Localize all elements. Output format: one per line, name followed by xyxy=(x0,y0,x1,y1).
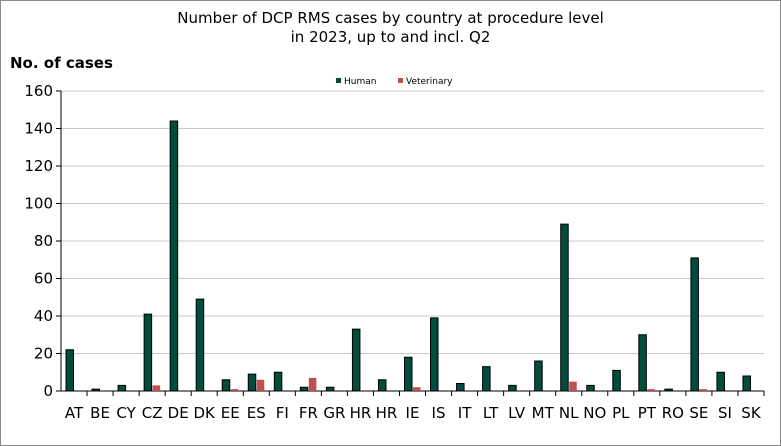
legend-label-veterinary: Veterinary xyxy=(406,77,453,87)
x-tick-label: HR xyxy=(376,404,398,422)
bar-human xyxy=(716,371,725,392)
x-tick-label: EE xyxy=(221,404,240,422)
bar-veterinary xyxy=(230,389,239,391)
x-tick-label: DK xyxy=(194,404,217,422)
x-tick-label: DE xyxy=(168,404,189,422)
bar-human xyxy=(247,373,257,392)
legend-swatch-veterinary xyxy=(398,78,403,83)
bar-human xyxy=(65,349,75,392)
bar-human xyxy=(664,388,673,392)
bar-human xyxy=(742,375,751,392)
bar-human xyxy=(351,328,361,392)
bar-human xyxy=(91,388,101,392)
bar-human xyxy=(508,384,517,392)
bar-human xyxy=(325,386,335,392)
bar-human xyxy=(638,334,647,392)
bar-veterinary xyxy=(256,379,265,391)
x-tick-label: NL xyxy=(559,404,579,422)
bar-human xyxy=(612,369,621,392)
y-axis-label: No. of cases xyxy=(10,54,113,72)
bar-human xyxy=(221,379,231,392)
bar-veterinary xyxy=(699,389,707,391)
x-tick-label: ES xyxy=(247,404,266,422)
x-tick-label: MT xyxy=(532,404,555,422)
x-tick-label: BE xyxy=(90,404,110,422)
bar-human xyxy=(404,356,413,392)
chart-title-line1: Number of DCP RMS cases by country at pr… xyxy=(177,9,604,27)
legend-swatch-human xyxy=(336,78,341,83)
y-tick-label: 80 xyxy=(34,232,53,250)
bar-human xyxy=(299,386,309,392)
x-tick-label: LT xyxy=(483,404,499,422)
x-tick-label: PT xyxy=(638,404,657,422)
x-tick-label: SI xyxy=(718,404,732,422)
bar-veterinary xyxy=(152,385,161,391)
y-tick-label: 160 xyxy=(24,82,53,100)
bar-human xyxy=(169,120,179,392)
x-tick-label: NO xyxy=(583,404,606,422)
bar-human xyxy=(690,257,699,392)
x-tick-label: CY xyxy=(116,404,136,422)
y-tick-label: 60 xyxy=(34,270,53,288)
bar-human xyxy=(586,384,595,392)
bar-human xyxy=(143,313,153,392)
x-tick-label: CZ xyxy=(142,404,163,422)
bar-veterinary xyxy=(569,381,577,391)
x-tick-label: IT xyxy=(458,404,472,422)
bar-human xyxy=(482,366,491,392)
bar-veterinary xyxy=(647,389,655,391)
x-tick-label: LV xyxy=(508,404,526,422)
y-tick-label: 0 xyxy=(43,382,53,400)
legend-label-human: Human xyxy=(344,77,376,87)
y-tick-label: 120 xyxy=(24,157,53,175)
bar-human xyxy=(456,383,465,392)
chart-title: Number of DCP RMS cases by country at pr… xyxy=(1,9,780,47)
bar-veterinary xyxy=(413,387,421,391)
bar-human xyxy=(377,379,387,392)
x-tick-label: SE xyxy=(689,404,708,422)
x-tick-label: IE xyxy=(406,404,420,422)
x-tick-label: AT xyxy=(65,404,84,422)
bar-human xyxy=(195,298,205,392)
x-tick-label: IS xyxy=(432,404,446,422)
bar-human xyxy=(560,223,569,392)
x-tick-label: FR xyxy=(299,404,318,422)
y-tick-label: 40 xyxy=(34,307,53,325)
x-tick-label: GR xyxy=(323,404,345,422)
y-tick-label: 140 xyxy=(24,120,53,138)
y-tick-label: 20 xyxy=(34,345,53,363)
bar-veterinary xyxy=(308,377,317,391)
y-tick-label: 100 xyxy=(24,195,53,213)
x-tick-label: FI xyxy=(276,404,289,422)
x-tick-label: HR xyxy=(350,404,372,422)
bar-human xyxy=(273,371,283,392)
bar-human xyxy=(430,317,439,392)
x-tick-label: RO xyxy=(662,404,684,422)
x-tick-label: SK xyxy=(741,404,762,422)
x-tick-label: PL xyxy=(612,404,630,422)
bar-human xyxy=(117,384,127,392)
chart-title-line2: in 2023, up to and incl. Q2 xyxy=(290,28,491,46)
bar-human xyxy=(534,360,543,392)
